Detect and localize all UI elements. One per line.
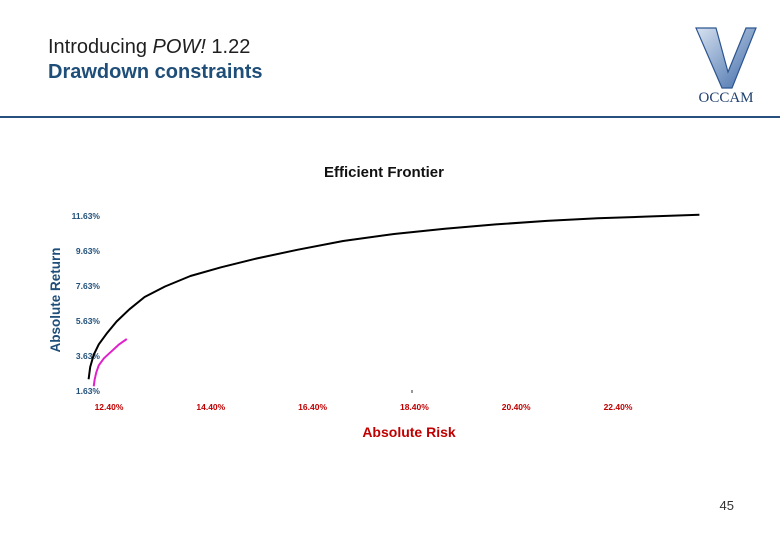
chart-title: Efficient Frontier xyxy=(324,164,444,181)
slide-title-prefix: Introducing xyxy=(48,36,153,58)
logo-v-mark xyxy=(695,27,757,89)
y-tick-label: 11.63% xyxy=(72,211,101,221)
x-tick-label: 14.40% xyxy=(196,402,225,412)
x-tick-label: 16.40% xyxy=(298,402,327,412)
drawdown-constrained-line xyxy=(92,338,128,387)
x-tick-label: 18.40% xyxy=(400,402,429,412)
x-tick-label: 12.40% xyxy=(95,402,124,412)
series-layer xyxy=(87,213,700,387)
slide-subtitle: Drawdown constraints xyxy=(48,61,263,83)
page-number: 45 xyxy=(719,498,734,513)
frontier-line xyxy=(87,213,700,380)
y-tick-label: 5.63% xyxy=(76,316,101,326)
x-tick-label: 22.40% xyxy=(604,402,633,412)
y-tick-label: 1.63% xyxy=(76,386,101,396)
y-tick-label: 9.63% xyxy=(76,246,101,256)
y-axis-label: Absolute Return xyxy=(48,247,63,352)
slide-title: Introducing POW! 1.22 xyxy=(48,34,262,60)
x-tick-labels: 12.40% 14.40% 16.40% 18.40% 20.40% 22.40% xyxy=(95,402,633,412)
slide-title-emphasis: POW! xyxy=(152,36,206,58)
logo-wordmark: OCCAM xyxy=(698,90,753,106)
y-tick-labels: 1.63% 3.63% 5.63% 7.63% 9.63% 11.63% xyxy=(72,211,101,396)
slide-header: Introducing POW! 1.22 Drawdown constrain… xyxy=(48,34,262,84)
x-tick-label: 20.40% xyxy=(502,402,531,412)
y-tick-label: 7.63% xyxy=(76,281,101,291)
header-divider xyxy=(0,116,780,118)
slide-title-suffix: 1.22 xyxy=(205,36,251,58)
x-axis-label: Absolute Risk xyxy=(362,424,456,440)
y-tick-label: 3.63% xyxy=(76,351,101,361)
occam-logo: OCCAM xyxy=(695,27,757,106)
